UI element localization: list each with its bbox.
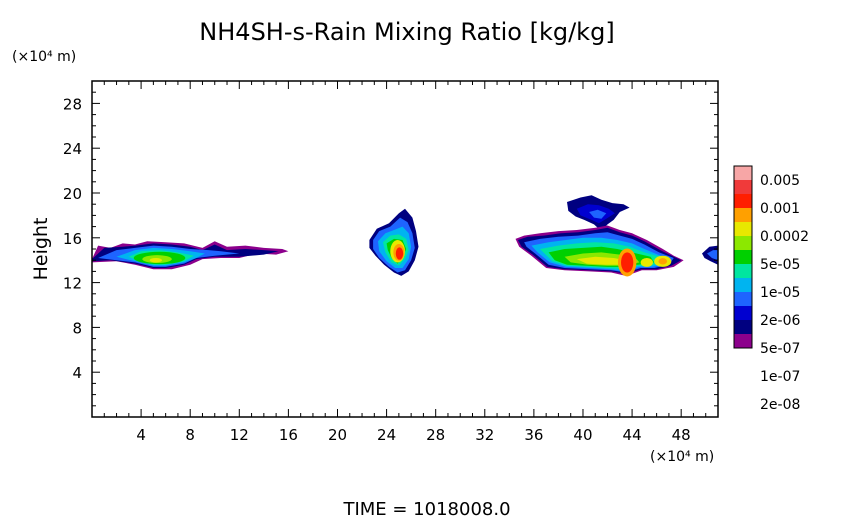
colorbar-label: 0.001 [760,201,800,217]
colorbar-label: 2e-06 [760,313,800,329]
field-right-spot2-orange [658,258,668,265]
colorbar-frame [733,165,753,349]
colorbar: 0.005 0.001 0.0002 5e-05 1e-05 2e-06 5e-07 1e-0… [733,165,809,413]
chart-title: NH4SH-s-Rain Mixing Ratio [kg/kg] [199,18,614,46]
x-axis-unit: (×10⁴ m) [650,449,714,465]
y-tick-label: 24 [63,140,82,158]
colorbar-label: 5e-07 [760,341,800,357]
y-tick-label: 16 [63,230,82,248]
y-axis-label: Height [30,218,52,281]
x-tick-label: 16 [279,426,298,444]
x-tick-label: 28 [426,426,445,444]
colorbar-swatch [734,236,752,250]
x-tick-label: 36 [524,426,543,444]
colorbar-label: 0.0002 [760,229,809,245]
field-right-spot-yellow [640,257,653,267]
field-center-red [395,247,404,260]
colorbar-swatch [734,264,752,278]
colorbar-swatch [734,250,752,264]
colorbar-swatch [734,320,752,334]
time-label: TIME = 1018008.0 [342,499,510,519]
y-tick-label: 8 [72,319,82,337]
colorbar-swatch [734,166,752,180]
colorbar-swatch [734,292,752,306]
colorbar-swatch [734,278,752,292]
x-tick-label: 12 [230,426,249,444]
x-tick-label: 24 [377,426,396,444]
colorbar-swatch [734,306,752,320]
y-axis-unit: (×10⁴ m) [12,49,76,65]
x-tick-label: 4 [136,426,146,444]
y-axis: 4 8 12 16 20 24 28 [63,91,718,407]
x-tick-label: 8 [185,426,195,444]
colorbar-swatch [734,180,752,194]
colorbar-label: 0.005 [760,173,800,189]
colorbar-label: 5e-05 [760,257,800,273]
colorbar-swatch [734,222,752,236]
colorbar-swatch [734,334,752,348]
y-tick-label: 20 [63,185,82,203]
field-right-yellow [576,256,626,265]
plot-fields [92,195,718,277]
colorbar-label: 1e-07 [760,369,800,385]
field-right-wisp-blue [589,209,607,219]
field-left-yellow [149,257,162,263]
x-axis: 4 8 12 16 20 24 28 32 36 40 44 48 [103,81,707,444]
colorbar-label: 2e-08 [760,397,800,413]
field-edge-blue [707,250,718,261]
x-tick-label: 32 [475,426,494,444]
x-tick-label: 20 [328,426,347,444]
x-tick-label: 44 [623,426,642,444]
y-tick-label: 28 [63,95,82,113]
colorbar-label: 1e-05 [760,285,800,301]
y-tick-label: 12 [63,275,82,293]
colorbar-swatch [734,208,752,222]
colorbar-swatch [734,194,752,208]
x-tick-label: 40 [573,426,592,444]
field-right-core-red [621,252,634,273]
x-tick-label: 48 [672,426,691,444]
y-tick-label: 4 [72,364,82,382]
